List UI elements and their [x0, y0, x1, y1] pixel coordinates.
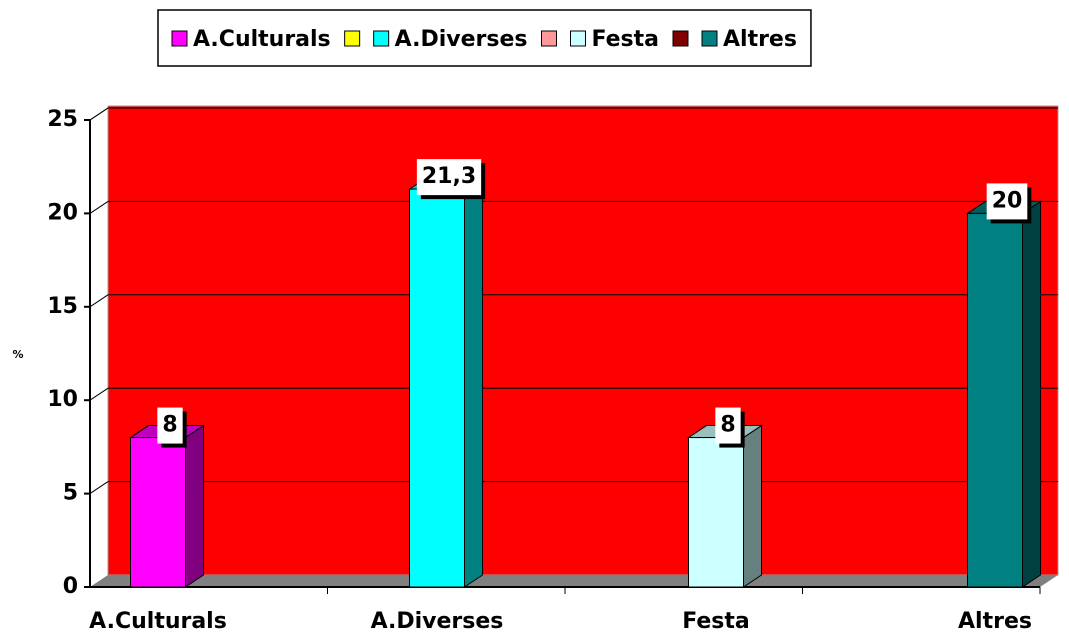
back-wall	[107, 105, 1059, 576]
y-tick-label: 5	[63, 481, 78, 506]
data-label: 8	[720, 413, 735, 438]
legend-swatch	[344, 30, 361, 47]
data-label-text: 8	[162, 413, 177, 438]
label-box	[986, 183, 1028, 220]
y-tick-label: 10	[47, 387, 78, 412]
grid-line	[89, 294, 109, 308]
label-box	[715, 407, 741, 444]
x-tick-label: Festa	[682, 609, 750, 634]
legend-box	[157, 9, 812, 67]
legend-label: Festa	[591, 27, 659, 52]
bar	[967, 212, 1023, 588]
grid-line	[89, 387, 109, 401]
x-tick-label: Altres	[958, 609, 1032, 634]
grid-line	[89, 200, 109, 214]
bar	[688, 437, 744, 588]
legend-swatch	[373, 30, 390, 47]
legend-label: Altres	[723, 27, 797, 52]
y-tick-label: 15	[47, 294, 78, 319]
data-label: 8	[162, 413, 177, 438]
bar-side	[464, 176, 483, 588]
bar-side	[1022, 200, 1041, 588]
y-axis-label: %	[12, 348, 23, 361]
data-label-text: 8	[720, 413, 735, 438]
bar-side	[185, 424, 204, 588]
legend-swatch	[672, 30, 689, 47]
legend-swatch	[171, 30, 188, 47]
floor	[90, 575, 1058, 587]
x-tick-label: A.Diverses	[371, 609, 504, 634]
label-box	[416, 159, 482, 196]
grid-line	[89, 107, 109, 121]
grid-line	[89, 481, 109, 495]
legend-swatch	[569, 30, 586, 47]
legend-label: A.Culturals	[193, 27, 331, 52]
legend-label: A.Diverses	[395, 27, 528, 52]
bar	[409, 188, 465, 588]
data-label-text: 20	[992, 188, 1023, 213]
data-label: 21,3	[422, 164, 476, 189]
bar-side	[743, 424, 762, 588]
legend-swatch	[701, 30, 718, 47]
data-label: 20	[992, 188, 1023, 213]
bar	[130, 437, 186, 588]
y-tick-label: 0	[63, 574, 78, 599]
x-tick-label: A.Culturals	[89, 609, 227, 634]
y-tick-label: 25	[47, 107, 78, 132]
legend-swatch	[540, 30, 557, 47]
data-label-text: 21,3	[422, 164, 476, 189]
label-box	[157, 407, 183, 444]
y-tick-label: 20	[47, 200, 78, 225]
